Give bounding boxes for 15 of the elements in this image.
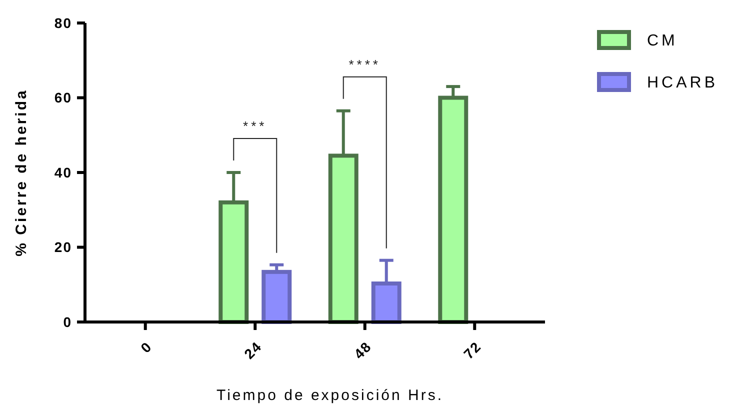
legend-label: HCARB: [647, 74, 718, 92]
y-tick-label: 60: [54, 90, 72, 106]
annotation: ***: [243, 118, 268, 134]
x-tick-label: 24: [240, 338, 265, 362]
x-axis-title: Tiempo de exposición Hrs.: [216, 387, 444, 404]
y-tick-label: 40: [54, 164, 72, 180]
x-tick-label: 72: [460, 338, 484, 362]
y-tick-label: 0: [63, 314, 72, 330]
legend-label: CM: [647, 32, 678, 50]
y-tick-label: 80: [54, 14, 72, 31]
x-tick-label: 0: [137, 338, 155, 356]
annotation: ****: [348, 56, 382, 72]
x-tick-label: 48: [350, 338, 374, 362]
y-tick-label: 20: [54, 239, 72, 256]
y-axis-title: % Cierre de herida: [13, 88, 30, 256]
